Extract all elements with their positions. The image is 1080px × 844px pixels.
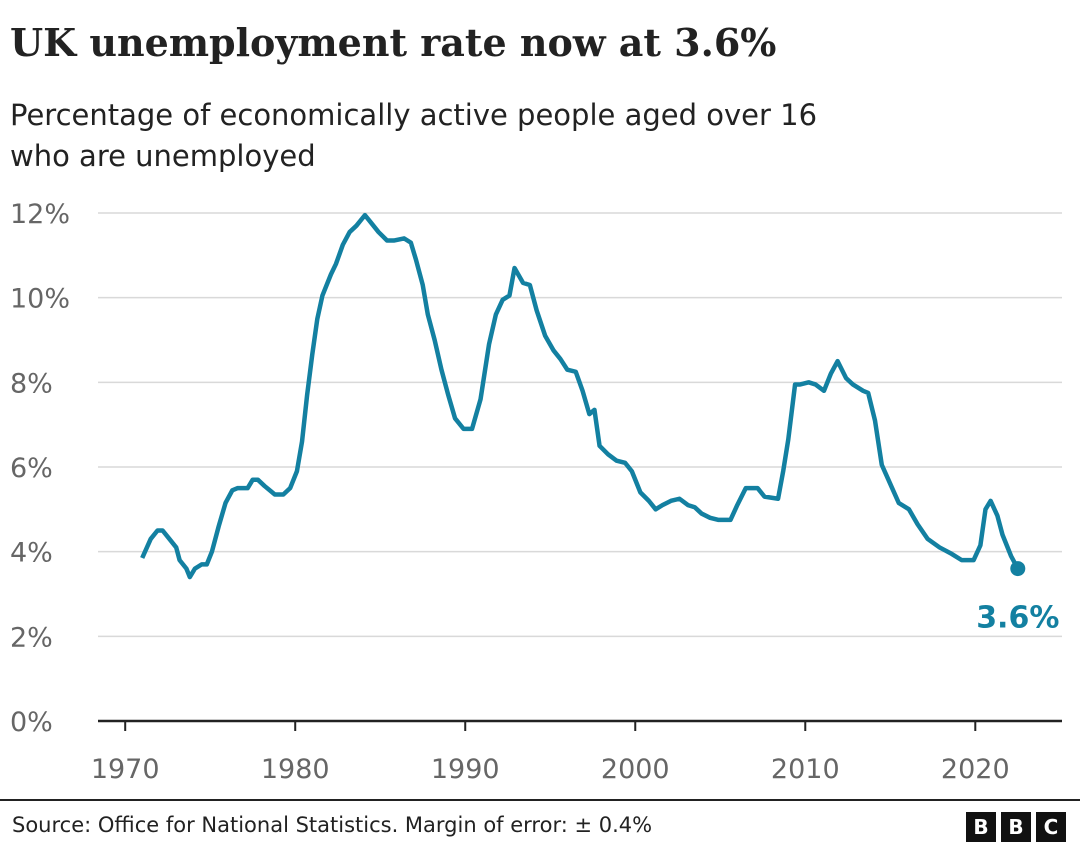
logo-box [966, 812, 996, 842]
logo-letter: B [973, 815, 988, 839]
y-tick-label: 6% [10, 453, 53, 484]
chart-subtitle: Percentage of economically active people… [10, 98, 817, 132]
x-tick-label: 2000 [601, 754, 670, 785]
x-tick-label: 1970 [91, 754, 160, 785]
y-tick-label: 2% [10, 622, 53, 653]
series-line [140, 212, 1020, 580]
chart-title: UK unemployment rate now at 3.6% [10, 20, 776, 65]
y-tick-label: 12% [10, 199, 70, 230]
end-label: 3.6% [976, 601, 1059, 636]
x-tick-label: 2010 [771, 754, 840, 785]
x-tick-label: 1980 [261, 754, 330, 785]
logo-box [1036, 812, 1066, 842]
x-tick-label: 1990 [431, 754, 500, 785]
y-tick-label: 10% [10, 284, 70, 315]
logo-box [1001, 812, 1031, 842]
x-tick-label: 2020 [941, 754, 1010, 785]
chart-subtitle: who are unemployed [10, 139, 316, 173]
source: Source: Office for National Statistics. … [12, 813, 652, 837]
logo-letter: C [1044, 815, 1059, 839]
y-tick-label: 0% [10, 707, 53, 738]
y-tick-label: 4% [10, 538, 53, 569]
end-point [1010, 561, 1026, 577]
y-tick-label: 8% [10, 368, 53, 399]
logo-letter: B [1008, 815, 1023, 839]
